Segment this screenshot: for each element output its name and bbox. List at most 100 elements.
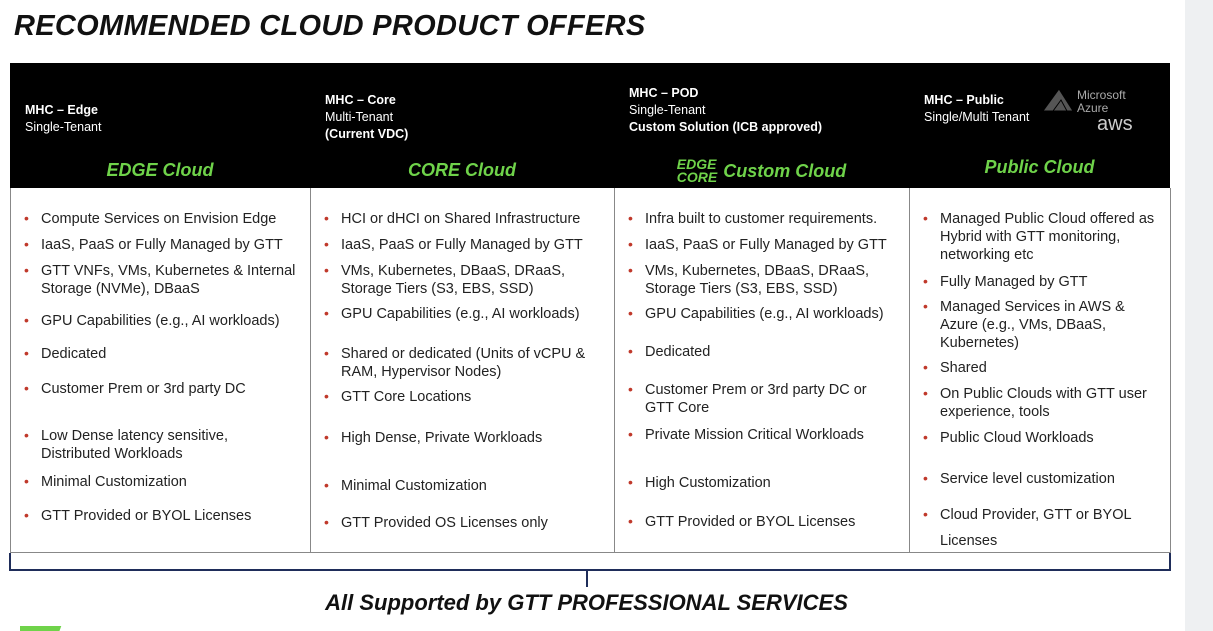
bullet-dot: • — [628, 381, 633, 397]
cloud-title: CORE Cloud — [408, 160, 516, 180]
bullet-text: GPU Capabilities (e.g., AI workloads) — [341, 306, 580, 322]
header-note: (Current VDC) — [325, 127, 409, 141]
bullet-dot: • — [923, 273, 928, 289]
azure-shape — [1042, 88, 1074, 112]
footer: All Supported by GTT PROFESSIONAL SERVIC… — [325, 590, 848, 615]
bullet-dot: • — [324, 429, 329, 445]
bullet-dot: • — [923, 385, 928, 401]
header-tenancy: Multi-Tenant — [325, 110, 394, 124]
header-tenancy: Single/Multi Tenant — [924, 110, 1030, 124]
cloud-name: CORE Cloud — [310, 160, 614, 181]
bullet-dot: • — [324, 305, 329, 321]
cloud-name: EDGE Cloud — [10, 160, 310, 181]
bullet-text: Compute Services on Envision Edge — [41, 211, 277, 227]
bullet-dot: • — [628, 305, 633, 321]
bullet-text: High Customization — [645, 475, 771, 491]
bullet-text: Dedicated — [645, 344, 711, 360]
column-separator — [310, 188, 311, 553]
bullet-text: IaaS, PaaS or Fully Managed by GTT — [41, 237, 283, 253]
bullet-text: HCI or dHCI on Shared Infrastructure — [341, 211, 581, 227]
cloud-prefix-word: EDGE — [676, 156, 717, 172]
header-note: Custom Solution (ICB approved) — [629, 120, 823, 134]
bullet-text: Customer Prem or 3rd party DC or GTT Cor… — [645, 382, 867, 416]
logo-text: Microsoft — [1077, 88, 1126, 102]
bullet-dot: • — [628, 343, 633, 359]
bullet-text: On Public Clouds with GTT user experienc… — [940, 386, 1147, 420]
bullet-text: Private Mission Critical Workloads — [645, 427, 864, 443]
bullet-dot: • — [923, 298, 928, 314]
bullet-dot: • — [923, 506, 928, 522]
bullet-text: GPU Capabilities (e.g., AI workloads) — [645, 306, 884, 322]
logo-shape — [20, 626, 62, 631]
bullet-text: Customer Prem or 3rd party DC — [41, 381, 246, 397]
cloud-title: EDGE Cloud — [106, 160, 214, 180]
bullet-text: IaaS, PaaS or Fully Managed by GTT — [341, 237, 583, 253]
table-body — [10, 188, 1171, 553]
bullet-text: Minimal Customization — [341, 478, 487, 494]
bullet-text: Minimal Customization — [41, 474, 187, 490]
bullet-text: IaaS, PaaS or Fully Managed by GTT — [645, 237, 887, 253]
bullet-text: GTT Core Locations — [341, 389, 472, 405]
bullet-text: GTT Provided OS Licenses only — [341, 515, 548, 531]
bullet-text: Shared or dedicated (Units of vCPU & RAM… — [341, 346, 586, 380]
bullet-text: Cloud Provider, GTT or BYOL Licenses — [940, 507, 1131, 549]
bullet-text: Managed Services in AWS & Azure (e.g., V… — [940, 299, 1125, 351]
bullet-dot: • — [24, 473, 29, 489]
bullet-dot: • — [24, 210, 29, 226]
bullet-dot: • — [24, 427, 29, 443]
bullet-dot: • — [324, 477, 329, 493]
bullet-dot: • — [24, 312, 29, 328]
bullet-dot: • — [923, 359, 928, 375]
azure-mark — [1041, 88, 1075, 117]
header-name: MHC – Core — [325, 93, 396, 107]
bullet-text: Shared — [940, 360, 987, 376]
bullet-text: Fully Managed by GTT — [940, 274, 1088, 290]
bullet-dot: • — [24, 380, 29, 396]
bullet-dot: • — [324, 388, 329, 404]
bullet-dot: • — [628, 210, 633, 226]
bullet-text: GTT VNFs, VMs, Kubernetes & Internal Sto… — [41, 263, 296, 297]
column-separator — [909, 188, 910, 553]
bracket — [9, 553, 1171, 587]
cloud-title: Public Cloud — [984, 157, 1095, 177]
bullet-dot: • — [24, 262, 29, 278]
bullet-dot: • — [324, 210, 329, 226]
bullet-text: VMs, Kubernetes, DBaaS, DRaaS, Storage T… — [645, 263, 870, 297]
bracket-line — [9, 553, 1171, 587]
cloud-name: EDGE CORE Custom Cloud — [614, 156, 909, 185]
bullet-text: Managed Public Cloud offered as Hybrid w… — [940, 211, 1155, 263]
bullet-dot: • — [628, 513, 633, 529]
bullet-dot: • — [628, 262, 633, 278]
bullet-dot: • — [324, 236, 329, 252]
cloud-title: Custom Cloud — [723, 160, 847, 181]
header-band — [10, 63, 1170, 188]
side-strip — [1185, 0, 1213, 631]
bullet-dot: • — [24, 236, 29, 252]
bullet-text: Service level customization — [940, 471, 1115, 487]
bullet-dot: • — [628, 426, 633, 442]
bullet-text: VMs, Kubernetes, DBaaS, DRaaS, Storage T… — [341, 263, 566, 297]
bullet-text: GTT Provided or BYOL Licenses — [645, 514, 856, 530]
bullet-text: High Dense, Private Workloads — [341, 430, 543, 446]
cloud-name: Public Cloud — [909, 157, 1170, 178]
bullet-text: Dedicated — [41, 346, 107, 362]
logo-fragment — [20, 626, 62, 631]
bullet-dot: • — [24, 507, 29, 523]
cloud-prefix-word: CORE — [676, 169, 718, 185]
azure-icon — [1042, 88, 1074, 112]
bullet-text: Infra built to customer requirements. — [645, 211, 878, 227]
bullet-text: Low Dense latency sensitive, Distributed… — [41, 428, 228, 462]
bullet-dot: • — [628, 236, 633, 252]
bullet-dot: • — [324, 514, 329, 530]
bullet-text: Public Cloud Workloads — [940, 430, 1094, 446]
header-tenancy: Single-Tenant — [629, 103, 706, 117]
bullet-dot: • — [324, 345, 329, 361]
bullet-dot: • — [923, 429, 928, 445]
cloud-prefix: EDGE CORE — [676, 156, 718, 185]
bullet-text: GTT Provided or BYOL Licenses — [41, 508, 252, 524]
header-name: MHC – Public — [924, 93, 1004, 107]
logo-text: aws — [1097, 113, 1133, 135]
header-name: MHC – Edge — [25, 103, 98, 117]
bullet-text: GPU Capabilities (e.g., AI workloads) — [41, 313, 280, 329]
